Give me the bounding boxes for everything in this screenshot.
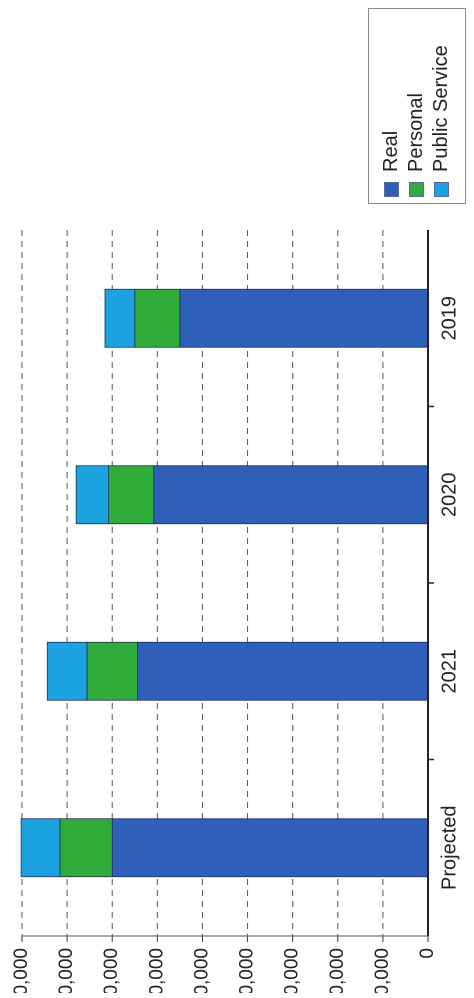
bar-real-2021 — [137, 641, 429, 701]
bar-public-service-projected — [20, 818, 61, 878]
bar-personal-2019 — [134, 288, 181, 348]
axes — [21, 230, 434, 942]
legend-label-personal: Personal — [405, 93, 427, 172]
legend-item-personal: Personal — [404, 17, 429, 197]
value-tick-label: 1,500,000 — [282, 948, 303, 993]
tick-labels: 0 500,000 1,000,000 1,500,000 2,000,000 2,500… — [11, 296, 460, 998]
legend-label-real: Real — [380, 130, 402, 172]
grid-lines — [21, 230, 384, 936]
bar-personal-2020 — [108, 465, 155, 525]
category-label: Projected — [438, 806, 460, 891]
bar-real-2019 — [179, 288, 429, 348]
value-tick-label: 3,500,000 — [101, 948, 122, 993]
category-label: 2020 — [438, 473, 460, 518]
value-tick-label: 4,500,000 — [11, 948, 32, 993]
legend-item-real: Real — [379, 17, 404, 197]
value-tick-label: 3,000,000 — [146, 948, 167, 993]
bar-public-service-2021 — [46, 641, 88, 701]
bar-real-projected — [111, 818, 429, 878]
value-tick-label: 4,000,000 — [56, 948, 77, 993]
value-tick-label: 500,000 — [372, 948, 393, 993]
legend: Real Personal Public Service — [368, 8, 466, 204]
value-tick-label: 0 — [417, 948, 438, 959]
value-tick-label: 1,000,000 — [327, 948, 348, 993]
bar-personal-projected — [59, 818, 113, 878]
legend-content: Real Personal Public Service — [369, 9, 467, 205]
bar-personal-2021 — [86, 641, 138, 701]
legend-swatch-real — [384, 182, 399, 197]
bar-public-service-2020 — [75, 465, 110, 525]
value-tick-label: 2,000,000 — [237, 948, 258, 993]
legend-swatch-public-service — [434, 182, 449, 197]
value-tick-label: 2,500,000 — [191, 948, 212, 993]
category-label: 2021 — [438, 649, 460, 694]
bar-real-2020 — [153, 465, 429, 525]
legend-label-public-service: Public Service — [430, 45, 452, 172]
legend-item-public-service: Public Service — [429, 17, 454, 197]
bars — [20, 288, 429, 878]
category-label: 2019 — [438, 296, 460, 341]
legend-swatch-personal — [409, 182, 424, 197]
bar-public-service-2019 — [104, 288, 136, 348]
